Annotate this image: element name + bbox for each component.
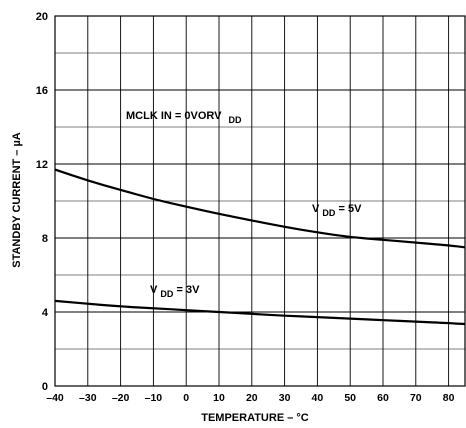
annotation-mclk: MCLK IN = 0VORV DD <box>126 110 242 125</box>
x-tick-label: –30 <box>79 392 97 404</box>
series-label-vdd-3v-tail: = 3V <box>176 284 200 296</box>
y-tick-label: 8 <box>42 233 48 245</box>
y-tick-label: 4 <box>42 307 49 319</box>
y-tick-label: 12 <box>36 159 48 171</box>
y-tick-label: 0 <box>42 381 48 393</box>
series-label-vdd-5v-tail: = 5V <box>338 203 362 215</box>
x-tick-label: 20 <box>246 392 258 404</box>
series-label-vdd-5v-main: V <box>312 203 320 215</box>
y-tick-label: 16 <box>36 85 48 97</box>
series-line-vdd-3v <box>54 299 466 326</box>
series-label-vdd-5v-sub: DD <box>322 208 335 218</box>
x-tick-label: 80 <box>443 392 455 404</box>
x-tick-label: 70 <box>410 392 422 404</box>
y-tick-labels: 0 4 8 12 16 20 <box>36 11 49 393</box>
series-layer <box>54 168 466 326</box>
x-tick-label: 50 <box>344 392 356 404</box>
x-tick-label: –40 <box>46 392 64 404</box>
x-axis-label: TEMPERATURE – °C <box>201 412 309 424</box>
x-tick-label: 0 <box>183 392 189 404</box>
y-tick-label: 20 <box>36 11 48 23</box>
series-label-vdd-3v: V DD = 3V <box>150 284 200 300</box>
x-tick-label: 40 <box>312 392 324 404</box>
grid <box>55 16 465 386</box>
annotation-mclk-main: MCLK IN = 0VORV <box>126 110 222 122</box>
x-tick-label: 30 <box>279 392 291 404</box>
plot-frame <box>54 15 466 387</box>
x-tick-labels: –40 –30 –20 –10 0 10 20 30 40 50 60 70 80 <box>46 392 454 404</box>
annotation-mclk-sub: DD <box>229 115 242 125</box>
series-label-vdd-3v-main: V <box>150 284 158 296</box>
x-tick-label: 10 <box>213 392 225 404</box>
x-tick-label: –10 <box>145 392 163 404</box>
series-label-vdd-3v-sub: DD <box>160 289 173 299</box>
x-tick-label: –20 <box>112 392 130 404</box>
y-axis-label: STANDBY CURRENT – µA <box>11 132 23 268</box>
series-line-vdd-5v <box>54 168 466 249</box>
x-tick-label: 60 <box>377 392 389 404</box>
series-label-vdd-5v: V DD = 5V <box>312 203 362 219</box>
